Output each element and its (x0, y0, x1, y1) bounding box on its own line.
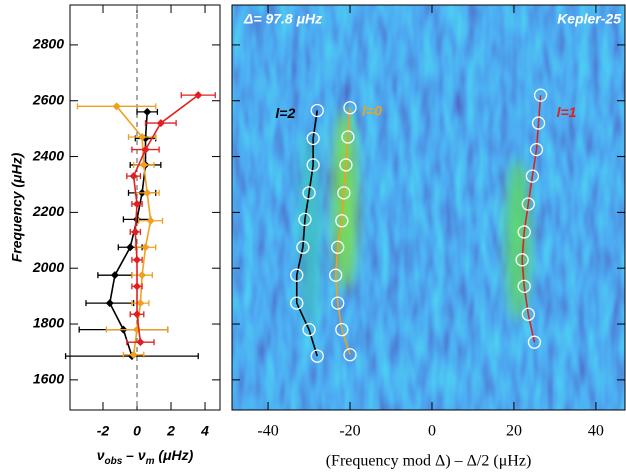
mode-circle (527, 335, 542, 349)
mode-circle (331, 296, 345, 310)
heatmap (232, 5, 625, 410)
mode-circle (517, 225, 531, 239)
x-tick-label: 0 (133, 423, 141, 439)
series-label: l=2 (275, 105, 295, 121)
x-tick-label: 20 (506, 423, 522, 440)
mode-circle (335, 214, 349, 228)
right-panel: -40 -20 0 20 40 Δ= 97.8 μHz Kepler-25 (Frequenc… (231, 4, 626, 470)
mode-circle (310, 103, 324, 118)
series-line (521, 95, 542, 343)
point (194, 91, 203, 100)
point (129, 350, 138, 359)
mode-circle (302, 322, 316, 337)
x-tick-label: -20 (339, 423, 360, 440)
point (138, 133, 147, 142)
x-axis-label-part: – ν (122, 447, 146, 463)
mode-circle (310, 349, 324, 363)
y-tick-label: 2000 (32, 259, 64, 275)
point (129, 172, 138, 181)
mode-circle (339, 158, 353, 172)
mode-circle (531, 116, 546, 130)
mode-circle (302, 186, 316, 200)
y-tick-label: 1600 (33, 371, 64, 387)
point (131, 227, 140, 236)
point (112, 102, 121, 111)
title-right: Kepler-25 (557, 11, 621, 27)
x-axis-label-part: m (146, 456, 155, 467)
mode-circle (337, 186, 351, 200)
y-tick-label: 1800 (33, 315, 64, 331)
y-axis-label: Frequency (μHz) (9, 152, 25, 262)
point (143, 107, 152, 116)
point (110, 271, 119, 280)
y-tick-label: 2400 (32, 147, 64, 163)
point (133, 255, 142, 264)
point (146, 216, 155, 225)
point (139, 160, 148, 169)
x-axis-label: (Frequency mod Δ) – Δ/2 (μHz) (326, 453, 532, 470)
mode-circle (306, 131, 320, 146)
y-tick-label: 2800 (32, 36, 64, 52)
point (105, 299, 114, 308)
mode-circle (529, 142, 544, 157)
x-tick-label: 0 (428, 423, 436, 440)
left-panel: -2 0 2 4 1600 1800 2000 2200 2400 2600 2800 Frequen… (9, 4, 221, 467)
series-line (108, 111, 149, 357)
mode-circle (290, 268, 304, 282)
point (156, 119, 165, 128)
point (133, 200, 142, 209)
point (136, 299, 145, 308)
mode-circle (525, 169, 540, 183)
mode-circle (335, 322, 349, 337)
series-line (132, 94, 199, 343)
mode-circle (343, 348, 357, 362)
mode-circle (521, 197, 535, 211)
point (133, 310, 142, 319)
plot-frame (69, 4, 221, 411)
mode-circle (329, 268, 343, 282)
mode-circle (521, 307, 535, 321)
point (133, 282, 142, 291)
point (141, 243, 150, 252)
plot-frame (231, 4, 626, 411)
x-tick-label: 4 (200, 423, 209, 439)
point (143, 188, 152, 197)
point (138, 271, 147, 280)
y-tick-label: 2600 (32, 91, 64, 107)
mode-circle (306, 158, 320, 172)
point (136, 338, 145, 347)
mode-circle (533, 88, 548, 102)
series-line (295, 110, 319, 357)
title-left: Δ= 97.8 μHz (243, 11, 322, 27)
point (126, 243, 135, 252)
mode-circle (331, 240, 345, 254)
series-label: l=1 (557, 104, 577, 120)
x-tick-label: -40 (257, 423, 278, 440)
mode-circle (298, 212, 312, 227)
x-axis-label-part: obs (104, 456, 122, 467)
x-tick-label: -2 (97, 423, 110, 439)
x-tick-label: 2 (166, 423, 175, 439)
x-axis-label-part: ν (97, 447, 105, 463)
mode-circle (290, 296, 304, 310)
series-line (334, 107, 351, 355)
mode-circle (341, 130, 355, 144)
x-axis-label: νobs – νm (μHz) (97, 447, 194, 467)
point (141, 145, 150, 154)
mode-circle (296, 240, 310, 254)
mode-circle (517, 279, 531, 294)
x-axis-label-part: (μHz) (155, 447, 194, 463)
mode-circle (515, 253, 529, 267)
mode-circle (343, 101, 357, 115)
x-tick-label: 40 (588, 423, 604, 440)
y-tick-label: 2200 (32, 203, 64, 219)
series-label: l=0 (362, 102, 382, 118)
